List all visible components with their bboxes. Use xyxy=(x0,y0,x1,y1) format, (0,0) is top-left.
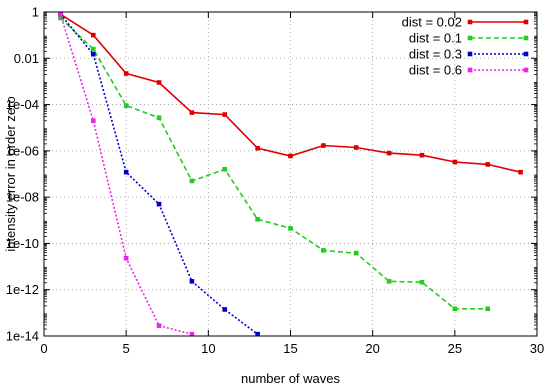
legend-entry-marker xyxy=(523,51,529,57)
data-point xyxy=(255,217,260,222)
data-point xyxy=(156,80,162,85)
data-point xyxy=(156,201,162,207)
data-point xyxy=(288,226,293,231)
series-1 xyxy=(58,11,523,175)
data-point xyxy=(91,46,96,52)
legend-entry-label: dist = 0.1 xyxy=(409,31,462,46)
y-tick-label: 1e-04 xyxy=(6,97,39,112)
x-tick-label: 15 xyxy=(283,341,297,356)
legend-entry-marker xyxy=(467,35,473,41)
legend-entry-marker xyxy=(467,67,473,73)
data-point xyxy=(58,11,63,17)
data-point xyxy=(518,169,523,175)
y-tick-label: 0.01 xyxy=(14,51,39,66)
series-line xyxy=(59,17,488,310)
legend-entry-marker xyxy=(523,67,529,73)
data-point xyxy=(419,152,425,158)
x-axis-label: number of waves xyxy=(241,371,340,386)
data-point xyxy=(353,145,359,150)
data-point xyxy=(485,306,490,312)
x-tick-label: 0 xyxy=(40,341,47,356)
series-4 xyxy=(58,11,195,337)
data-point xyxy=(452,159,458,165)
data-point xyxy=(452,306,458,312)
data-point xyxy=(189,279,195,284)
x-tick-label: 25 xyxy=(448,341,462,356)
legend-entry-marker xyxy=(523,19,529,25)
data-point xyxy=(189,110,195,115)
y-tick-label: 1e-14 xyxy=(6,329,39,344)
data-point xyxy=(288,153,293,159)
data-point xyxy=(255,145,260,151)
data-point xyxy=(222,166,228,172)
x-tick-label: 20 xyxy=(365,341,379,356)
plot-frame xyxy=(43,11,538,337)
data-point xyxy=(123,103,129,108)
data-point xyxy=(255,331,260,337)
data-point xyxy=(91,118,96,124)
data-point xyxy=(222,112,228,117)
data-point xyxy=(386,279,392,284)
data-point xyxy=(58,15,63,21)
series-layer xyxy=(58,11,523,337)
data-point xyxy=(321,248,326,253)
y-tick-label: 1e-10 xyxy=(6,236,39,251)
legend-entry-label: dist = 0.6 xyxy=(409,63,462,78)
x-tick-label: 30 xyxy=(530,341,544,356)
legend-entry-marker xyxy=(467,51,473,57)
y-tick-label: 1e-06 xyxy=(6,143,39,158)
data-point xyxy=(386,150,392,156)
legend-entry-label: dist = 0.3 xyxy=(409,47,462,62)
data-point xyxy=(321,143,326,148)
x-tick-label: 10 xyxy=(201,341,215,356)
y-tick-label: 1 xyxy=(32,5,39,20)
data-point xyxy=(156,323,162,328)
y-tick-label: 1e-12 xyxy=(6,282,39,297)
data-point xyxy=(189,331,195,337)
series-2 xyxy=(58,15,490,312)
data-point xyxy=(156,115,162,121)
data-point xyxy=(419,279,425,285)
y-tick-label: 1e-08 xyxy=(6,190,39,205)
data-point xyxy=(485,162,490,167)
data-point xyxy=(123,255,129,261)
legend-entry-label: dist = 0.02 xyxy=(402,15,462,30)
y-axis-label: intensity error in order zero xyxy=(3,96,18,251)
legend-entry-marker xyxy=(467,19,473,25)
data-point xyxy=(189,178,195,184)
data-point xyxy=(91,51,96,57)
data-point xyxy=(123,71,129,76)
data-point xyxy=(222,307,228,312)
data-point xyxy=(353,250,359,256)
legend-entry-marker xyxy=(523,35,529,41)
data-point xyxy=(123,169,129,175)
x-tick-label: 5 xyxy=(123,341,130,356)
data-point xyxy=(91,32,96,38)
